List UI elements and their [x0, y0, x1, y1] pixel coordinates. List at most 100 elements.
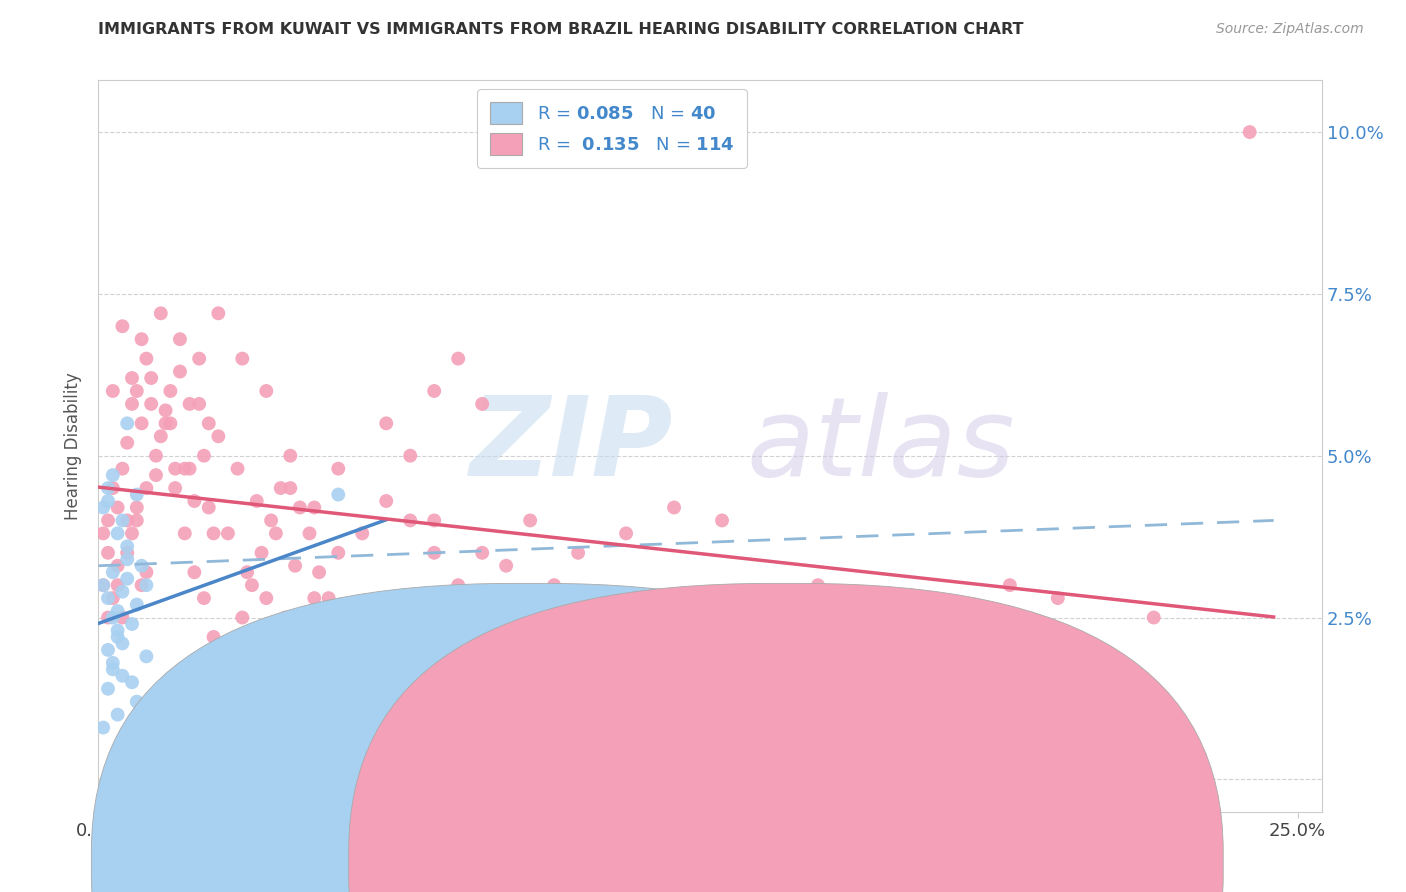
- Point: [121, 371, 143, 385]
- Point: [179, 461, 201, 475]
- Point: [111, 461, 134, 475]
- Point: [121, 727, 143, 741]
- Point: [115, 417, 138, 431]
- Text: Immigrants from Brazil: Immigrants from Brazil: [808, 861, 1000, 879]
- Point: [107, 630, 129, 644]
- Point: [97, 546, 120, 560]
- Point: [101, 591, 124, 606]
- Point: [274, 610, 297, 624]
- Point: [125, 598, 148, 612]
- Point: [1143, 610, 1166, 624]
- Point: [278, 449, 301, 463]
- Point: [115, 552, 138, 566]
- Point: [121, 526, 143, 541]
- Point: [231, 351, 253, 366]
- Point: [101, 610, 124, 624]
- Point: [903, 643, 925, 657]
- Point: [264, 526, 287, 541]
- Point: [278, 481, 301, 495]
- Text: IMMIGRANTS FROM KUWAIT VS IMMIGRANTS FROM BRAZIL HEARING DISABILITY CORRELATION : IMMIGRANTS FROM KUWAIT VS IMMIGRANTS FRO…: [98, 22, 1024, 37]
- Point: [328, 546, 350, 560]
- Point: [294, 630, 316, 644]
- Point: [91, 721, 114, 735]
- Point: [115, 513, 138, 527]
- Point: [447, 578, 470, 592]
- Point: [855, 610, 877, 624]
- Point: [246, 494, 269, 508]
- Point: [662, 656, 685, 670]
- Point: [312, 656, 335, 670]
- Point: [1239, 125, 1261, 139]
- Point: [111, 610, 134, 624]
- Point: [614, 526, 637, 541]
- Point: [121, 617, 143, 632]
- Text: Source: ZipAtlas.com: Source: ZipAtlas.com: [1216, 22, 1364, 37]
- Point: [1046, 591, 1069, 606]
- Point: [97, 494, 120, 508]
- Point: [131, 707, 153, 722]
- Point: [254, 384, 277, 398]
- Point: [131, 417, 153, 431]
- Y-axis label: Hearing Disability: Hearing Disability: [63, 372, 82, 520]
- Point: [447, 351, 470, 366]
- Point: [165, 481, 187, 495]
- Point: [91, 578, 114, 592]
- Point: [240, 578, 263, 592]
- Point: [111, 513, 134, 527]
- Point: [519, 513, 541, 527]
- Point: [97, 681, 120, 696]
- Point: [169, 365, 191, 379]
- Point: [145, 468, 167, 483]
- Point: [328, 487, 350, 501]
- Point: [131, 733, 153, 747]
- Point: [179, 397, 201, 411]
- Point: [197, 500, 219, 515]
- Point: [711, 513, 734, 527]
- Point: [97, 643, 120, 657]
- Point: [202, 526, 225, 541]
- Point: [159, 417, 181, 431]
- Point: [135, 649, 157, 664]
- Point: [207, 429, 229, 443]
- Point: [304, 500, 326, 515]
- Point: [135, 351, 157, 366]
- Point: [318, 591, 340, 606]
- Point: [197, 417, 219, 431]
- Point: [97, 591, 120, 606]
- Point: [222, 656, 245, 670]
- Point: [352, 695, 374, 709]
- Point: [236, 566, 259, 580]
- Point: [711, 688, 734, 702]
- Point: [471, 546, 494, 560]
- Legend: R = $\mathbf{0.085}$   N = $\mathbf{40}$, R =  $\mathbf{0.135}$   N = $\mathbf{1: R = $\mathbf{0.085}$ N = $\mathbf{40}$, …: [477, 89, 747, 168]
- Point: [135, 481, 157, 495]
- Point: [423, 546, 446, 560]
- Point: [149, 306, 172, 320]
- Point: [107, 500, 129, 515]
- Point: [101, 384, 124, 398]
- Point: [169, 332, 191, 346]
- Point: [115, 753, 138, 767]
- Text: ZIP: ZIP: [470, 392, 673, 500]
- Point: [131, 578, 153, 592]
- Point: [298, 526, 321, 541]
- Point: [101, 481, 124, 495]
- Point: [375, 494, 398, 508]
- Point: [423, 384, 446, 398]
- Point: [91, 526, 114, 541]
- Point: [284, 558, 307, 573]
- Point: [125, 384, 148, 398]
- Point: [165, 461, 187, 475]
- Point: [159, 384, 181, 398]
- Point: [111, 636, 134, 650]
- Point: [260, 513, 283, 527]
- Point: [141, 397, 163, 411]
- Point: [97, 513, 120, 527]
- Point: [97, 610, 120, 624]
- Point: [131, 558, 153, 573]
- Point: [207, 306, 229, 320]
- Point: [149, 429, 172, 443]
- Point: [188, 351, 211, 366]
- Point: [686, 675, 709, 690]
- Point: [107, 578, 129, 592]
